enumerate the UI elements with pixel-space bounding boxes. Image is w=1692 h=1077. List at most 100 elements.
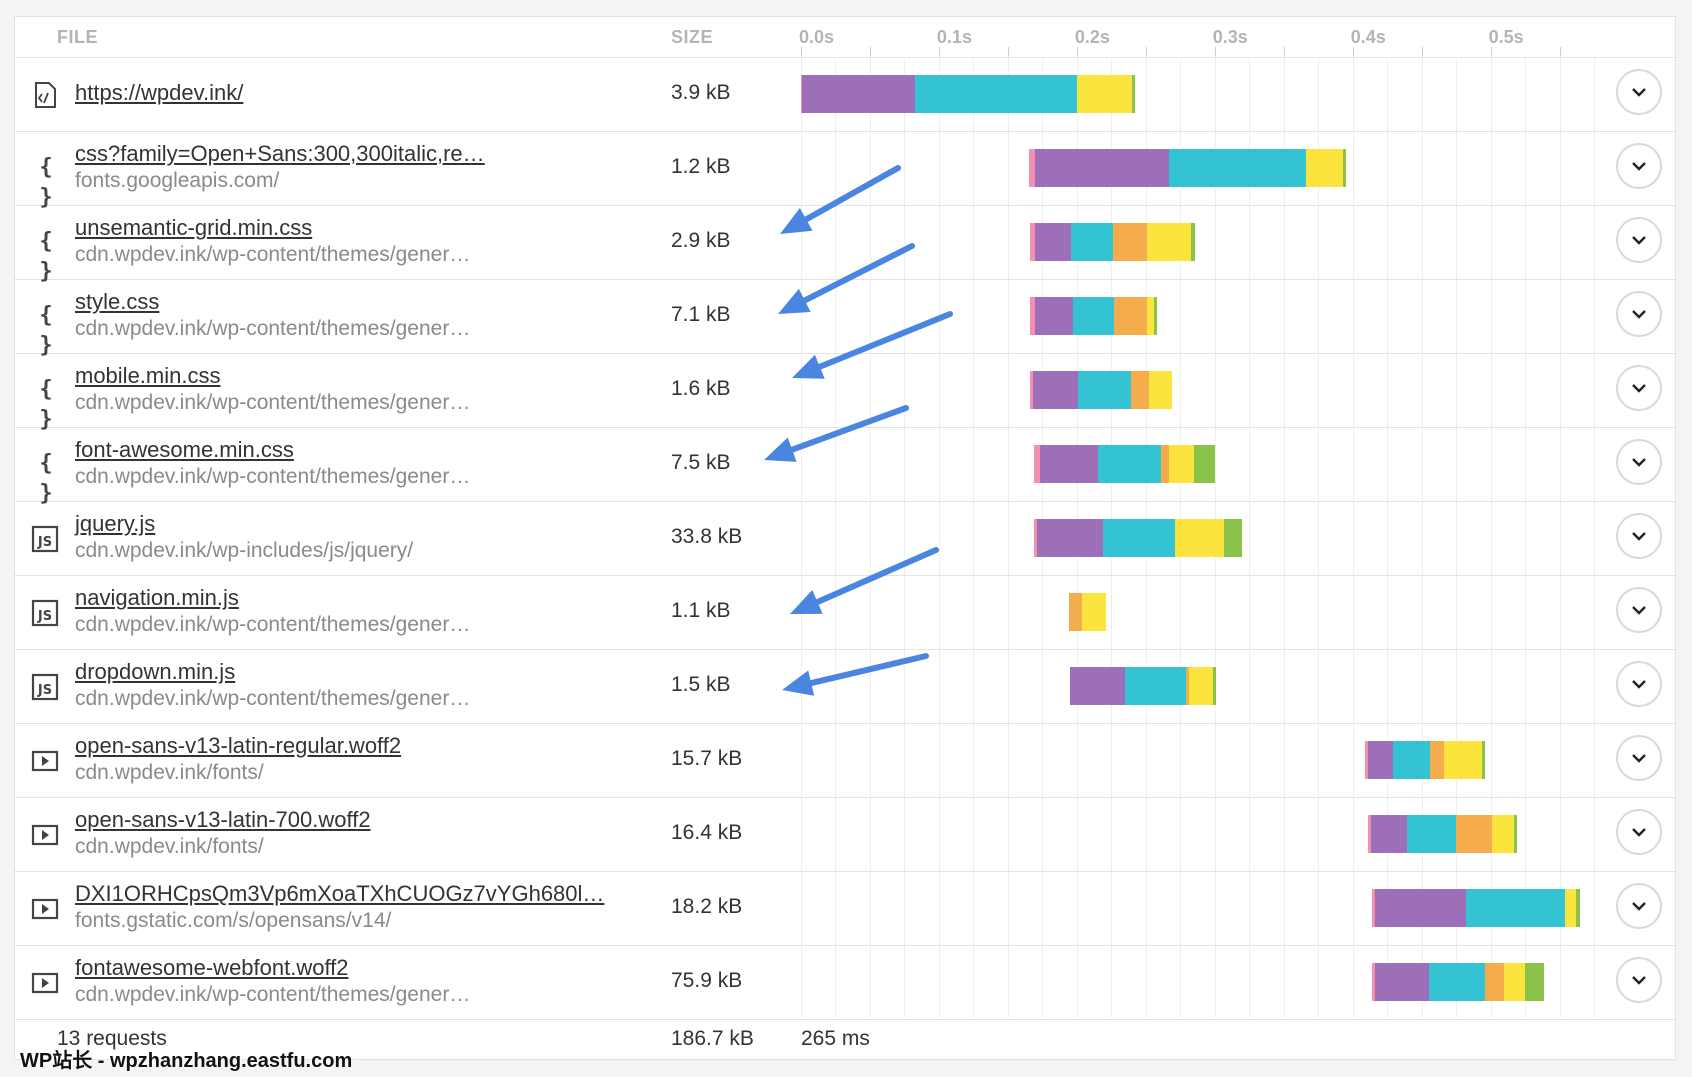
timing-segment-blocked	[1028, 149, 1036, 187]
size-column-header[interactable]: SIZE	[671, 27, 714, 47]
timing-bar[interactable]	[15, 871, 1675, 945]
timing-bar[interactable]	[15, 723, 1675, 797]
timing-bar[interactable]	[15, 131, 1675, 205]
timing-bar[interactable]	[15, 501, 1675, 575]
request-size: 7.5 kB	[671, 451, 731, 474]
request-url-link[interactable]: css?family=Open+Sans:300,300italic,re…	[75, 141, 485, 166]
timing-segment-wait	[1082, 593, 1106, 631]
timing-segment-wait	[1174, 519, 1225, 557]
chevron-down-icon	[1632, 828, 1646, 837]
expand-row-button[interactable]	[1616, 291, 1662, 337]
timing-segment-connect	[1097, 445, 1161, 483]
timing-segment-wait	[1147, 297, 1155, 335]
timing-segment-ssl	[1429, 741, 1444, 779]
total-time: 265 ms	[801, 1027, 870, 1050]
grid-line	[904, 57, 906, 1017]
request-size: 1.2 kB	[671, 155, 731, 178]
request-url-link[interactable]: navigation.min.js	[75, 585, 239, 610]
expand-row-button[interactable]	[1616, 735, 1662, 781]
chevron-down-icon	[1632, 384, 1646, 393]
timing-segment-receive	[1525, 963, 1545, 1001]
timing-bar[interactable]	[15, 57, 1675, 131]
chevron-down-icon	[1632, 458, 1646, 467]
grid-line	[1525, 57, 1527, 1017]
request-url-link[interactable]: font-awesome.min.css	[75, 437, 294, 462]
expand-row-button[interactable]	[1616, 661, 1662, 707]
timing-bar[interactable]	[15, 797, 1675, 871]
timing-bar[interactable]	[15, 649, 1675, 723]
request-row[interactable]: open-sans-v13-latin-700.woff2 cdn.wpdev.i…	[15, 797, 1675, 872]
grid-line	[801, 57, 802, 1017]
expand-row-button[interactable]	[1616, 365, 1662, 411]
js-icon: JS	[31, 525, 59, 553]
request-row[interactable]: { } font-awesome.min.css cdn.wpdev.ink/wp-…	[15, 427, 1675, 506]
request-url-link[interactable]: https://wpdev.ink/	[75, 80, 244, 105]
timeline-tick-label: 0.3s	[1212, 27, 1248, 47]
timing-segment-dns	[1374, 889, 1466, 927]
timing-segment-wait	[1148, 371, 1173, 409]
timing-bar[interactable]	[15, 353, 1675, 427]
timing-bar[interactable]	[15, 427, 1675, 501]
timing-segment-blocked	[1029, 371, 1033, 409]
arrow-head	[778, 288, 811, 314]
request-row[interactable]: fontawesome-webfont.woff2 cdn.wpdev.ink/w…	[15, 945, 1675, 1020]
expand-row-button[interactable]	[1616, 957, 1662, 1003]
request-url-link[interactable]: DXI1ORHCpsQm3Vp6mXoaTXhCUOGz7vYGh680l…	[75, 881, 605, 906]
expand-row-button[interactable]	[1616, 883, 1662, 929]
timing-bar[interactable]	[15, 205, 1675, 279]
request-url-link[interactable]: fontawesome-webfont.woff2	[75, 955, 349, 980]
timing-bar[interactable]	[15, 279, 1675, 353]
timing-bar[interactable]	[15, 945, 1675, 1019]
grid-line	[1456, 57, 1458, 1017]
request-row[interactable]: JS dropdown.min.js cdn.wpdev.ink/wp-conten…	[15, 649, 1675, 724]
timing-segment-dns	[1035, 297, 1073, 335]
timing-segment-blocked	[1372, 889, 1375, 927]
request-row[interactable]: open-sans-v13-latin-regular.woff2 cdn.wpd…	[15, 723, 1675, 798]
timing-segment-connect	[1406, 815, 1457, 853]
timeline-tick-label: 0.4s	[1350, 27, 1386, 47]
request-row[interactable]: DXI1ORHCpsQm3Vp6mXoaTXhCUOGz7vYGh680l… fo…	[15, 871, 1675, 946]
expand-row-button[interactable]	[1616, 439, 1662, 485]
request-url-link[interactable]: unsemantic-grid.min.css	[75, 215, 313, 240]
request-url-link[interactable]: style.css	[75, 289, 160, 314]
timing-segment-connect	[1465, 889, 1566, 927]
timing-segment-wait	[1076, 75, 1133, 113]
arrow-head	[792, 354, 825, 379]
request-row[interactable]: JS navigation.min.js cdn.wpdev.ink/wp-cont…	[15, 575, 1675, 650]
grid-line	[1490, 57, 1492, 1017]
request-row[interactable]: JS jquery.js cdn.wpdev.ink/wp-includes/js/…	[15, 501, 1675, 576]
css-icon: { }	[39, 303, 53, 358]
request-row[interactable]: { } css?family=Open+Sans:300,300italic,re…	[15, 131, 1675, 210]
request-url-link[interactable]: dropdown.min.js	[75, 659, 236, 684]
arrow-shaft	[789, 405, 909, 453]
expand-row-button[interactable]	[1616, 217, 1662, 263]
request-url-link[interactable]: open-sans-v13-latin-700.woff2	[75, 807, 371, 832]
timing-segment-ssl	[1456, 815, 1493, 853]
request-url-link[interactable]: open-sans-v13-latin-regular.woff2	[75, 733, 402, 758]
expand-row-button[interactable]	[1616, 513, 1662, 559]
timing-segment-dns	[802, 75, 916, 113]
arrow-head	[782, 670, 815, 696]
request-size: 18.2 kB	[671, 895, 743, 918]
request-count: 13 requests	[57, 1027, 167, 1050]
timing-segment-dns	[1367, 741, 1393, 779]
timing-segment-ssl	[1161, 445, 1170, 483]
chevron-down-icon	[1632, 162, 1646, 171]
timing-bar[interactable]	[15, 575, 1675, 649]
timing-segment-connect	[1072, 297, 1115, 335]
tick-mark	[1352, 47, 1354, 57]
expand-row-button[interactable]	[1616, 809, 1662, 855]
timing-segment-blocked	[1029, 223, 1036, 261]
request-row[interactable]: https://wpdev.ink/3.9 kB	[15, 57, 1675, 132]
expand-row-button[interactable]	[1616, 69, 1662, 115]
expand-row-button[interactable]	[1616, 587, 1662, 633]
request-url-link[interactable]: mobile.min.css	[75, 363, 221, 388]
request-host: fonts.gstatic.com/s/opensans/v14/	[75, 909, 392, 932]
request-url-link[interactable]: jquery.js	[75, 511, 156, 536]
html-file-icon	[31, 81, 59, 109]
expand-row-button[interactable]	[1616, 143, 1662, 189]
timing-segment-wait	[1147, 223, 1192, 261]
file-column-header[interactable]: FILE	[57, 27, 98, 47]
timing-segment-connect	[1071, 223, 1113, 261]
